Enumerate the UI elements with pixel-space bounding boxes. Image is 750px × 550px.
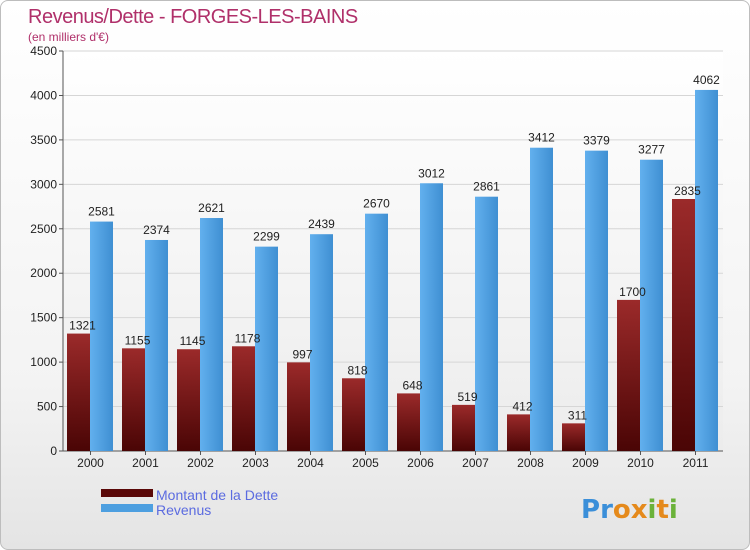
- legend-label-revenus: Revenus: [156, 502, 211, 518]
- bar-revenus-2006: [420, 183, 443, 451]
- proxiti-logo: Proxiti: [581, 495, 678, 525]
- bar-revenus-2011: [695, 89, 718, 451]
- bar-revenus-2009: [585, 150, 608, 451]
- bar-revenus-2004: [310, 234, 333, 451]
- legend-swatch-dette: [101, 489, 153, 497]
- x-tick-label: 2004: [297, 456, 324, 470]
- bar-revenus-2010: [640, 159, 663, 451]
- bar-dette-2009: [562, 423, 585, 451]
- data-label-revenus: 3277: [638, 143, 665, 157]
- y-tick-label: 3000: [30, 177, 57, 191]
- y-tick-label: 2000: [30, 266, 57, 280]
- data-label-dette: 1321: [69, 319, 96, 333]
- data-label-dette: 1155: [125, 333, 151, 347]
- data-label-revenus: 2670: [363, 197, 390, 211]
- data-label-dette: 519: [457, 390, 477, 404]
- x-tick-label: 2009: [572, 456, 599, 470]
- x-tick-label: 2011: [683, 456, 709, 470]
- data-label-revenus: 3012: [418, 166, 445, 180]
- x-tick-label: 2005: [352, 456, 379, 470]
- data-label-dette: 412: [512, 399, 532, 413]
- bar-dette-2000: [67, 333, 90, 451]
- y-tick-label: 500: [37, 400, 57, 414]
- data-label-dette: 1178: [235, 331, 261, 345]
- bar-dette-2008: [507, 414, 530, 451]
- data-label-dette: 1700: [619, 285, 646, 299]
- bar-dette-2010: [617, 299, 640, 451]
- y-tick-label: 0: [50, 444, 57, 458]
- data-label-dette: 818: [347, 363, 367, 377]
- bar-dette-2006: [397, 393, 420, 451]
- y-tick-label: 1000: [30, 355, 57, 369]
- bar-revenus-2001: [145, 239, 168, 451]
- bar-revenus-2003: [255, 246, 278, 451]
- bar-dette-2004: [287, 362, 310, 451]
- y-tick-label: 2500: [30, 222, 57, 236]
- legend-label-dette: Montant de la Dette: [156, 487, 278, 503]
- data-label-revenus: 3379: [583, 134, 610, 148]
- data-label-dette: 1145: [180, 334, 206, 348]
- data-label-revenus: 3412: [528, 131, 555, 145]
- data-label-revenus: 2861: [473, 180, 500, 194]
- chart-subtitle: (en milliers d'€): [28, 30, 109, 44]
- x-tick-label: 2001: [132, 456, 159, 470]
- bar-revenus-2002: [200, 218, 223, 451]
- x-tick-label: 2006: [407, 456, 434, 470]
- bar-dette-2007: [452, 404, 475, 451]
- data-label-revenus: 2621: [198, 201, 225, 215]
- bar-dette-2011: [672, 199, 695, 451]
- bar-revenus-2008: [530, 147, 553, 451]
- data-label-revenus: 2439: [308, 217, 335, 231]
- y-tick-label: 3500: [30, 133, 57, 147]
- x-tick-label: 2007: [462, 456, 489, 470]
- chart-title: Revenus/Dette - FORGES-LES-BAINS: [28, 6, 358, 28]
- data-label-dette: 997: [292, 347, 312, 361]
- legend-swatch-revenus: [101, 504, 153, 512]
- bar-dette-2003: [232, 346, 255, 451]
- x-tick-label: 2000: [77, 456, 104, 470]
- data-label-revenus: 2374: [143, 223, 170, 237]
- plot-area: [63, 51, 723, 451]
- y-tick-label: 1500: [30, 311, 57, 325]
- y-tick-label: 4000: [30, 88, 57, 102]
- data-label-dette: 311: [568, 408, 587, 422]
- x-tick-label: 2008: [517, 456, 544, 470]
- x-tick-label: 2002: [187, 456, 214, 470]
- data-label-revenus: 2581: [88, 205, 115, 219]
- bar-revenus-2000: [90, 221, 113, 451]
- bar-dette-2002: [177, 349, 200, 451]
- data-label-dette: 648: [402, 378, 422, 392]
- data-label-dette: 2835: [674, 184, 701, 198]
- x-tick-label: 2003: [242, 456, 269, 470]
- data-label-revenus: 4062: [693, 73, 720, 87]
- bar-revenus-2007: [475, 196, 498, 451]
- y-tick-label: 4500: [30, 44, 57, 58]
- bar-dette-2005: [342, 378, 365, 451]
- data-label-revenus: 2299: [253, 230, 280, 244]
- x-tick-label: 2010: [627, 456, 654, 470]
- bar-dette-2001: [122, 348, 145, 451]
- bar-revenus-2005: [365, 213, 388, 451]
